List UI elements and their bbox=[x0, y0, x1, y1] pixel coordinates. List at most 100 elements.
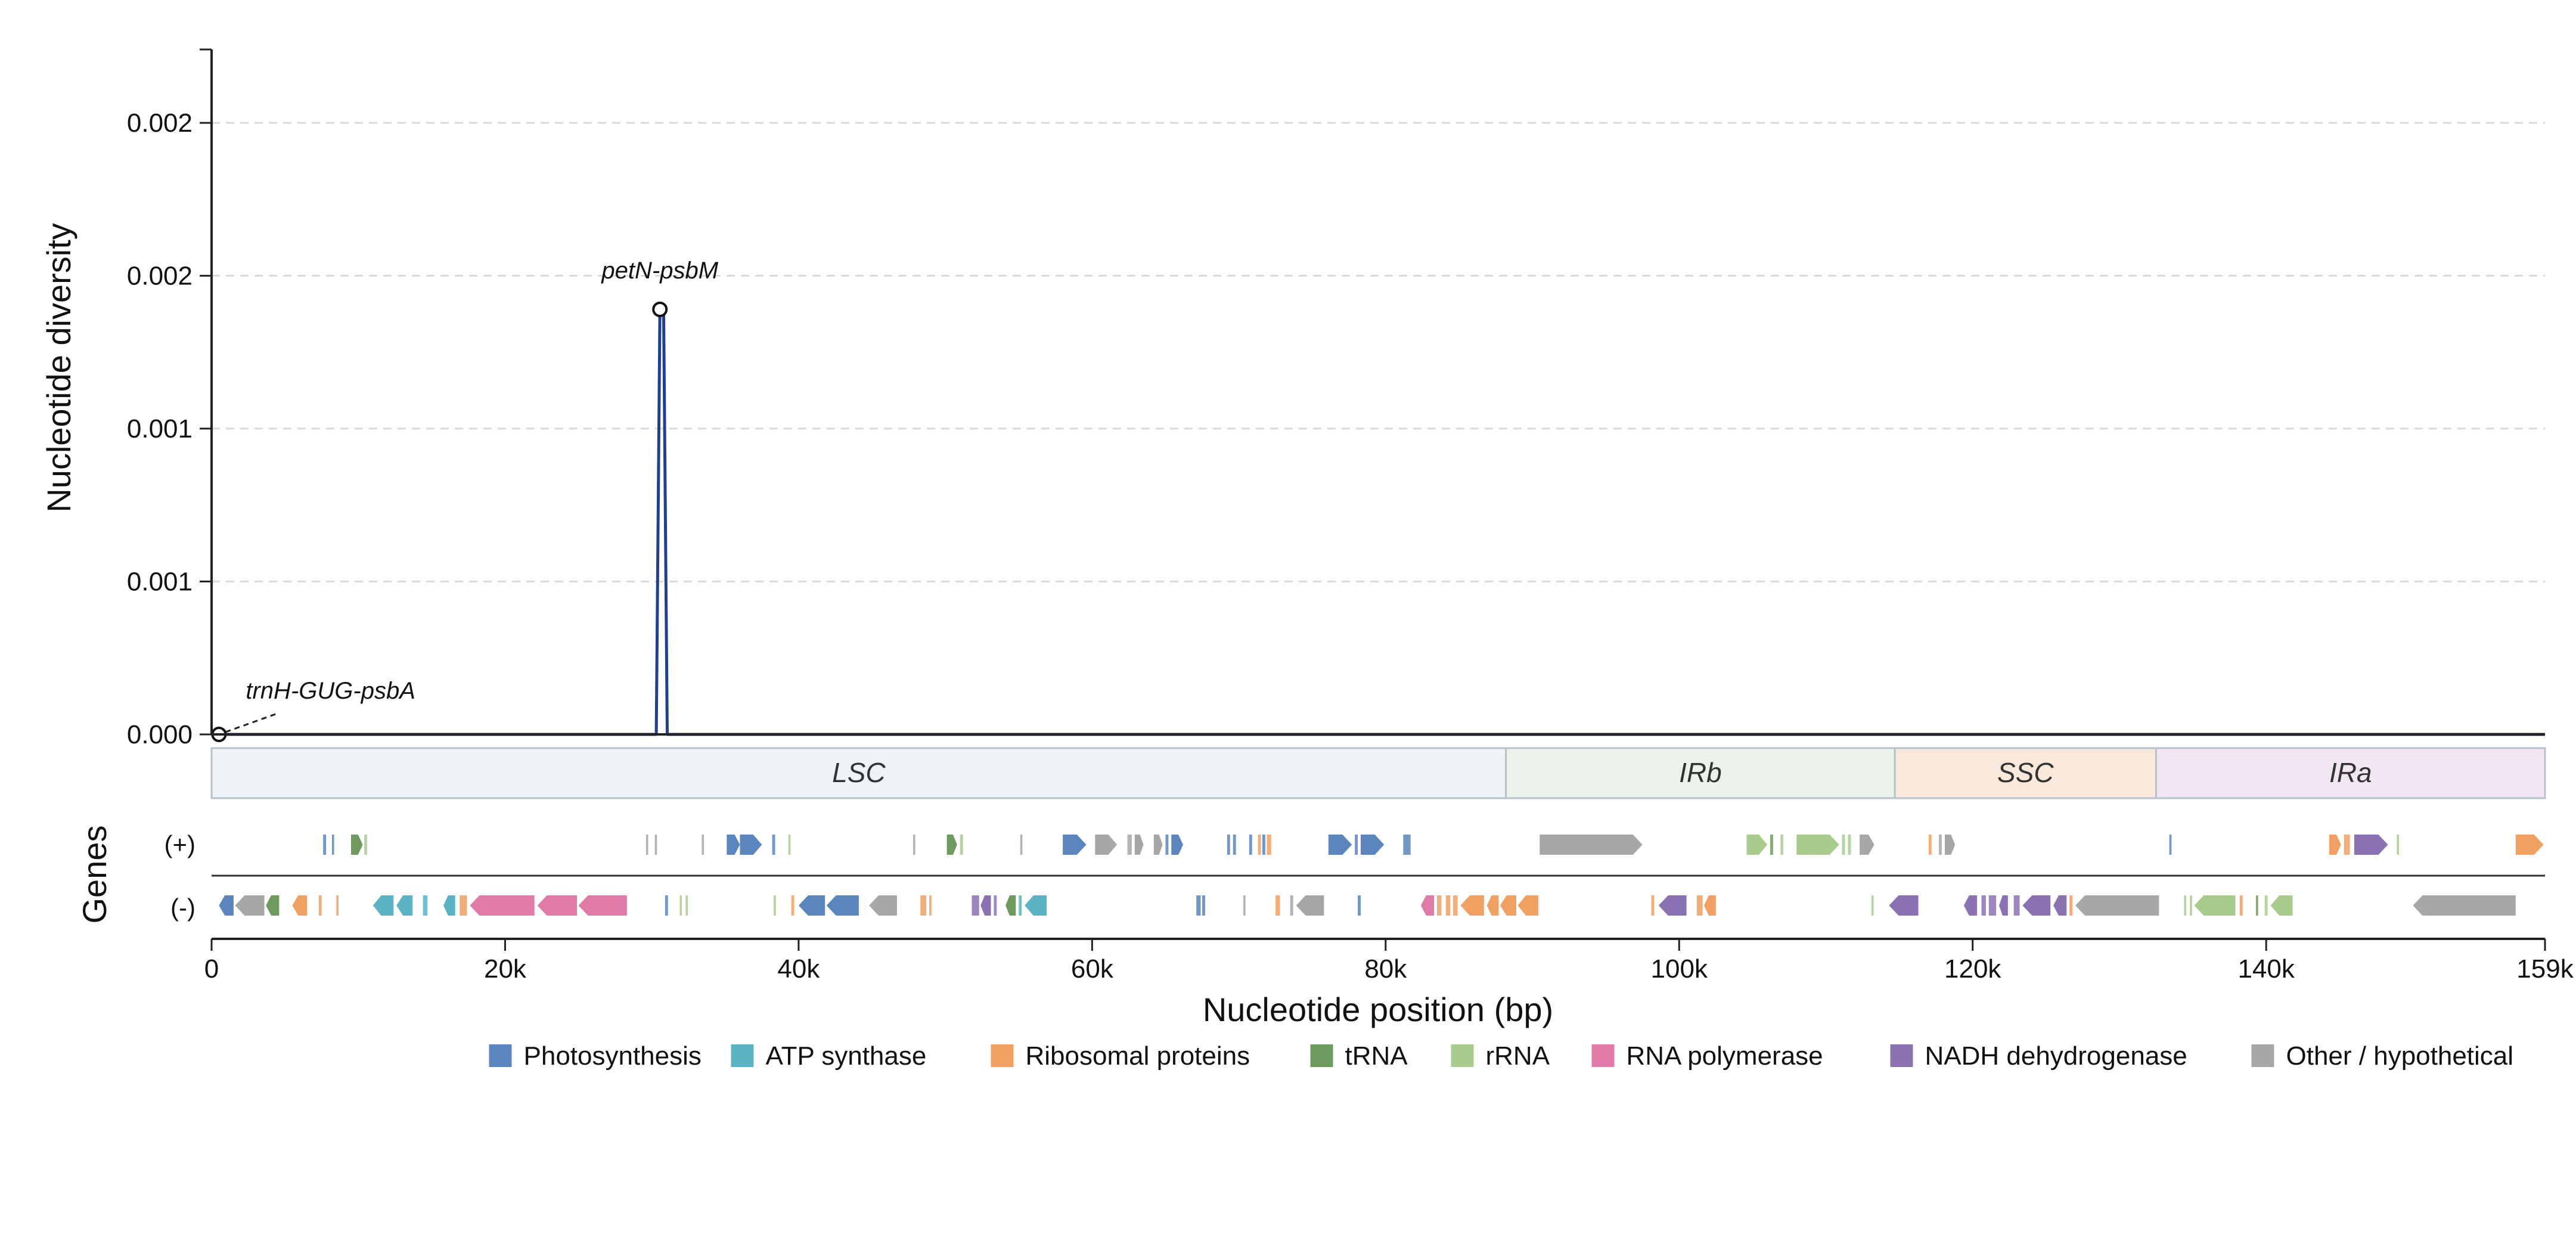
gene-arrow bbox=[1025, 895, 1047, 916]
gene-block bbox=[1165, 835, 1169, 855]
gene-block bbox=[2013, 895, 2020, 916]
gene-arrow bbox=[235, 895, 265, 916]
gene-block bbox=[1275, 895, 1280, 916]
gene-block bbox=[665, 895, 668, 916]
gene-arrow bbox=[1999, 895, 2008, 916]
gene-block bbox=[685, 895, 688, 916]
gene-arrow bbox=[1486, 895, 1499, 916]
gene-block bbox=[2264, 895, 2268, 916]
gene-arrow bbox=[2075, 895, 2159, 916]
gene-block bbox=[679, 895, 682, 916]
gene-block bbox=[1981, 895, 1986, 916]
gene-arrow bbox=[2194, 895, 2236, 916]
gene-arrow bbox=[1153, 835, 1163, 855]
gene-block bbox=[1651, 895, 1655, 916]
gene-arrow bbox=[727, 835, 740, 855]
gene-block bbox=[960, 835, 963, 855]
gene-arrow bbox=[946, 835, 957, 855]
x-tick-label: 80k bbox=[1364, 954, 1407, 984]
start-annotation: trnH-GUG-psbA bbox=[246, 678, 415, 704]
legend-label-rrna: rRNA bbox=[1486, 1041, 1550, 1071]
gene-block bbox=[1780, 835, 1784, 855]
annotation-leader bbox=[225, 713, 276, 733]
gene-arrow bbox=[1658, 895, 1687, 916]
legend-swatch-other bbox=[2251, 1044, 2274, 1067]
gene-block bbox=[1871, 895, 1874, 916]
region-label: LSC bbox=[832, 757, 886, 788]
gene-arrow bbox=[1517, 895, 1538, 916]
gene-arrow bbox=[470, 895, 535, 916]
gene-layer bbox=[219, 835, 2544, 916]
gene-block bbox=[1262, 835, 1265, 855]
gene-arrow bbox=[1796, 835, 1839, 855]
gene-block bbox=[2190, 895, 2192, 916]
region-label: SSC bbox=[1997, 757, 2054, 788]
series-layer bbox=[212, 308, 2545, 736]
gene-arrow bbox=[2270, 895, 2293, 916]
gene-arrow bbox=[980, 895, 991, 916]
gene-block bbox=[913, 835, 915, 855]
annotation-layer: petN-psbM trnH-GUG-psbA bbox=[211, 258, 719, 742]
gene-arrow bbox=[2354, 835, 2388, 855]
gene-block bbox=[2239, 895, 2243, 916]
gene-block bbox=[645, 835, 648, 855]
gene-arrow bbox=[266, 895, 280, 916]
legend-swatch-rrna bbox=[1451, 1044, 1474, 1067]
gene-block bbox=[702, 835, 704, 855]
gene-block bbox=[1696, 895, 1703, 916]
gene-arrow bbox=[443, 895, 455, 916]
gene-block bbox=[929, 895, 932, 916]
gene-block bbox=[1453, 895, 1458, 916]
peak-annotation: petN-psbM bbox=[601, 258, 718, 284]
gene-arrow bbox=[1134, 835, 1144, 855]
gene-arrow bbox=[869, 895, 897, 916]
legend-swatch-nadh bbox=[1890, 1044, 1913, 1067]
gene-block bbox=[654, 835, 657, 855]
y-tick-label: 0.002 bbox=[127, 262, 193, 291]
region-label: IRb bbox=[1679, 757, 1722, 788]
gene-arrow bbox=[1328, 835, 1352, 855]
legend-swatch-ribo bbox=[991, 1044, 1014, 1067]
x-axis-title: Nucleotide position (bp) bbox=[1203, 991, 1553, 1028]
gene-arrow bbox=[219, 895, 234, 916]
y-tick-label: 0.000 bbox=[127, 720, 193, 749]
gene-block bbox=[920, 895, 927, 916]
gene-block bbox=[1267, 835, 1271, 855]
gene-block bbox=[331, 835, 334, 855]
gene-block bbox=[1196, 895, 1201, 916]
y-tick-label: 0.001 bbox=[127, 414, 193, 443]
gene-arrow bbox=[350, 835, 363, 855]
gene-block bbox=[1403, 835, 1411, 855]
gene-block bbox=[1445, 895, 1451, 916]
gene-block bbox=[2397, 835, 2400, 855]
gene-arrow bbox=[826, 895, 859, 916]
x-tick-label: 40k bbox=[777, 954, 820, 984]
y-tick-label: 0.002 bbox=[127, 108, 193, 138]
gene-arrow bbox=[1063, 835, 1087, 855]
gene-arrow bbox=[1704, 895, 1716, 916]
legend-label-rpol: RNA polymerase bbox=[1627, 1041, 1823, 1071]
diversity-line bbox=[212, 308, 2545, 736]
gene-block bbox=[460, 895, 467, 916]
gene-arrow bbox=[1361, 835, 1385, 855]
gene-arrow bbox=[1889, 895, 1919, 916]
gene-arrow bbox=[1860, 835, 1874, 855]
gene-arrow bbox=[373, 895, 394, 916]
gene-arrow bbox=[1500, 895, 1516, 916]
legend-swatch-rpol bbox=[1591, 1044, 1615, 1067]
x-tick-label: 60k bbox=[1071, 954, 1114, 984]
gene-block bbox=[772, 835, 775, 855]
gene-arrow bbox=[1171, 835, 1183, 855]
gene-arrow bbox=[798, 895, 825, 916]
gene-arrow bbox=[292, 895, 307, 916]
legend-swatch-trna bbox=[1310, 1044, 1333, 1067]
gene-block bbox=[972, 895, 979, 916]
gene-block bbox=[1202, 895, 1205, 916]
gene-block bbox=[788, 835, 791, 855]
gene-block bbox=[1249, 835, 1252, 855]
x-tick-label: 120k bbox=[1944, 954, 2001, 984]
gene-arrow bbox=[1963, 895, 1978, 916]
gene-block bbox=[1233, 835, 1236, 855]
